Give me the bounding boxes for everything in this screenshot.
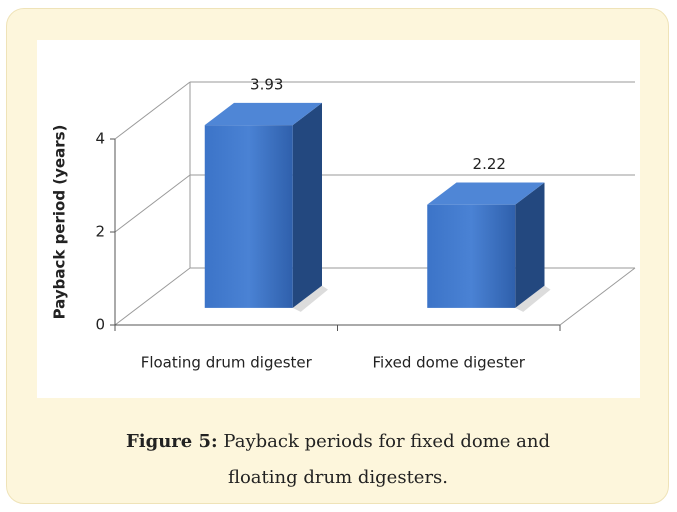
bar xyxy=(427,204,516,308)
caption-label: Figure 5: xyxy=(126,431,218,452)
caption: Figure 5: Payback periods for fixed dome… xyxy=(108,424,568,496)
data-label: 2.22 xyxy=(473,155,506,173)
x-tick-label: Fixed dome digester xyxy=(373,354,526,372)
y-tick-label: 2 xyxy=(95,223,105,241)
chart: Payback period (years) 0 2 4 Floating drum … xyxy=(37,40,640,398)
grid-line xyxy=(114,267,191,326)
bar xyxy=(204,125,293,308)
bar-shadow xyxy=(292,285,328,312)
y-axis-label: Payback period (years) xyxy=(51,125,69,320)
grid-line xyxy=(114,174,191,233)
bar-top xyxy=(204,102,322,126)
bar-shadow xyxy=(515,285,551,312)
floor-right xyxy=(559,267,636,326)
bar-top xyxy=(427,182,545,205)
caption-text: Payback periods for fixed dome and float… xyxy=(223,431,550,488)
bar-side xyxy=(292,102,322,308)
data-label: 3.93 xyxy=(250,75,283,93)
x-tick-label: Floating drum digester xyxy=(141,354,313,372)
bar-side xyxy=(515,182,545,308)
y-tick-label: 0 xyxy=(95,316,105,334)
y-tick-label: 4 xyxy=(95,130,105,148)
grid-line xyxy=(114,81,191,140)
